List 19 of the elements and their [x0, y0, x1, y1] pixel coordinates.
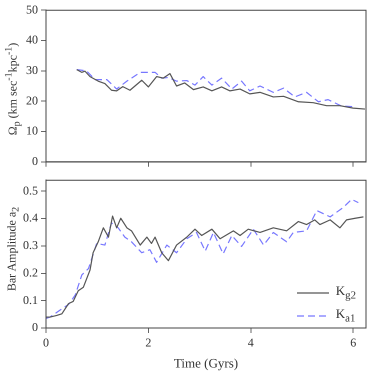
y-tick-label: 0.3 [23, 238, 38, 252]
y-tick-label: 0 [32, 154, 38, 168]
y-tick-label: 50 [26, 2, 38, 16]
legend-label: K$_{a1}$ [336, 304, 356, 326]
x-tick-label: 4 [248, 335, 254, 350]
y-tick-label: 0 [32, 320, 38, 334]
y-tick-label: 40 [26, 32, 38, 47]
x-tick-label: 2 [145, 335, 152, 350]
x-tick-label: 6 [350, 335, 356, 350]
y-tick-label: 10 [26, 124, 38, 138]
y-tick-label: 0.2 [23, 265, 38, 280]
y-tick-label: 20 [26, 93, 38, 108]
x-axis-title: Time (Gyrs) [174, 356, 238, 371]
y-tick-label: 30 [26, 62, 38, 77]
y-tick-label: 0.1 [23, 292, 38, 307]
legend-label: K$_{g2}$ [336, 282, 356, 304]
x-tick-label: 0 [43, 335, 49, 350]
y-tick-label: 0.5 [23, 183, 38, 198]
y-tick-label: 0.4 [23, 210, 38, 225]
